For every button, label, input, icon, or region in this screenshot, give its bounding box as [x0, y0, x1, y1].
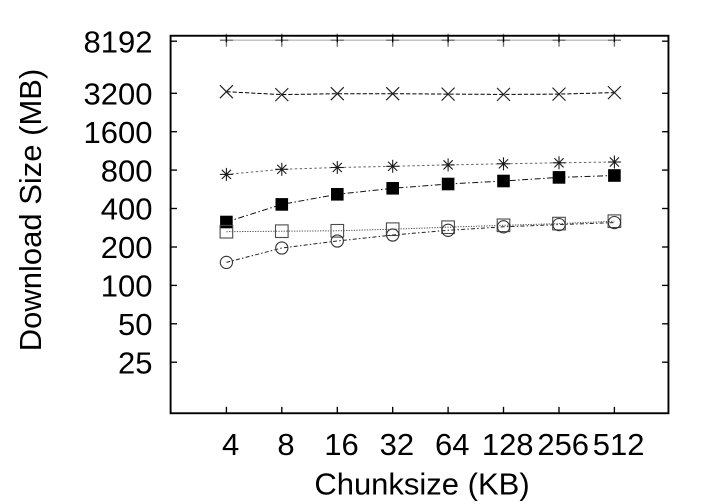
- svg-text:4: 4: [222, 427, 239, 462]
- svg-text:25: 25: [118, 345, 152, 380]
- svg-text:8: 8: [277, 427, 294, 462]
- svg-text:50: 50: [118, 307, 152, 342]
- svg-text:Chunksize (KB): Chunksize (KB): [314, 467, 529, 502]
- svg-text:800: 800: [101, 153, 153, 188]
- svg-text:400: 400: [101, 192, 153, 227]
- svg-text:3200: 3200: [84, 77, 153, 112]
- svg-text:64: 64: [435, 427, 469, 462]
- svg-text:256: 256: [537, 427, 589, 462]
- svg-text:100: 100: [101, 269, 153, 304]
- svg-text:128: 128: [482, 427, 534, 462]
- svg-text:200: 200: [101, 230, 153, 265]
- svg-text:32: 32: [380, 427, 414, 462]
- svg-text:16: 16: [324, 427, 358, 462]
- svg-text:512: 512: [593, 427, 645, 462]
- svg-text:Download Size (MB): Download Size (MB): [13, 69, 48, 352]
- svg-text:1600: 1600: [84, 115, 153, 150]
- svg-text:8192: 8192: [84, 24, 153, 59]
